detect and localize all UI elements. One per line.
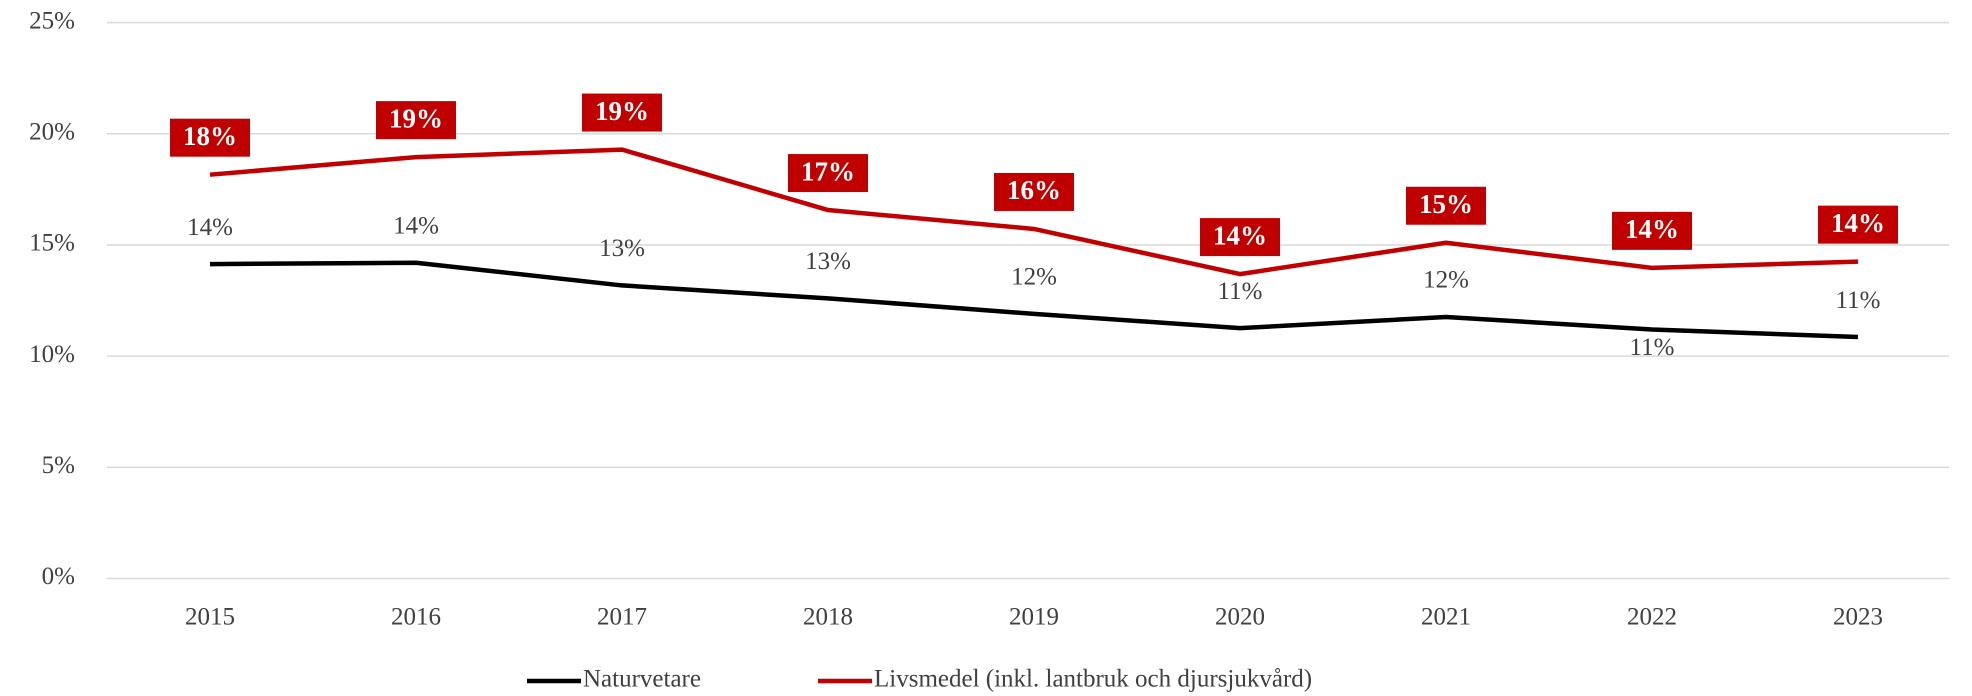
data-label-box	[1818, 205, 1898, 244]
data-label: 16%	[1007, 175, 1061, 205]
x-tick-label: 2015	[185, 604, 235, 631]
legend-label: Naturvetare	[583, 666, 701, 693]
x-tick-label: 2023	[1833, 604, 1883, 631]
data-label-box	[994, 172, 1074, 211]
data-label: 13%	[599, 235, 645, 262]
x-tick-label: 2017	[597, 604, 647, 631]
x-tick-label: 2020	[1215, 604, 1265, 631]
y-tick-label: 10%	[29, 341, 75, 368]
data-label: 12%	[1011, 264, 1057, 291]
data-label: 12%	[1423, 267, 1469, 294]
data-label: 14%	[1213, 220, 1267, 250]
data-label: 14%	[187, 214, 233, 241]
data-label: 19%	[595, 96, 649, 126]
data-label: 11%	[1836, 287, 1881, 314]
data-label: 14%	[393, 212, 439, 239]
data-label: 13%	[805, 248, 851, 275]
x-tick-label: 2022	[1627, 604, 1677, 631]
y-tick-label: 5%	[42, 452, 75, 479]
data-label-box	[788, 154, 868, 193]
data-label: 11%	[1218, 278, 1263, 305]
x-tick-label: 2019	[1009, 604, 1059, 631]
legend-label: Livsmedel (inkl. lantbruk och djursjukvå…	[874, 666, 1312, 693]
data-label: 15%	[1419, 189, 1473, 219]
data-label: 18%	[183, 121, 237, 151]
x-tick-label: 2016	[391, 604, 441, 631]
series-line	[209, 260, 1859, 340]
data-label: 19%	[389, 103, 443, 133]
data-label-box	[170, 118, 250, 157]
data-label: 14%	[1831, 208, 1885, 238]
x-tick-label: 2021	[1421, 604, 1471, 631]
y-tick-label: 20%	[29, 119, 75, 146]
data-label-box	[1612, 211, 1692, 250]
y-tick-label: 0%	[42, 563, 75, 590]
series-line	[209, 147, 1859, 277]
x-tick-label: 2018	[803, 604, 853, 631]
data-label-box	[376, 101, 456, 140]
y-tick-label: 15%	[29, 230, 75, 257]
data-label: 17%	[801, 156, 855, 186]
y-tick-label: 25%	[29, 7, 75, 34]
data-label: 14%	[1625, 214, 1679, 244]
data-label-box	[1406, 186, 1486, 225]
data-label-box	[1200, 218, 1280, 257]
data-label: 11%	[1630, 334, 1675, 361]
data-label-box	[582, 93, 662, 132]
